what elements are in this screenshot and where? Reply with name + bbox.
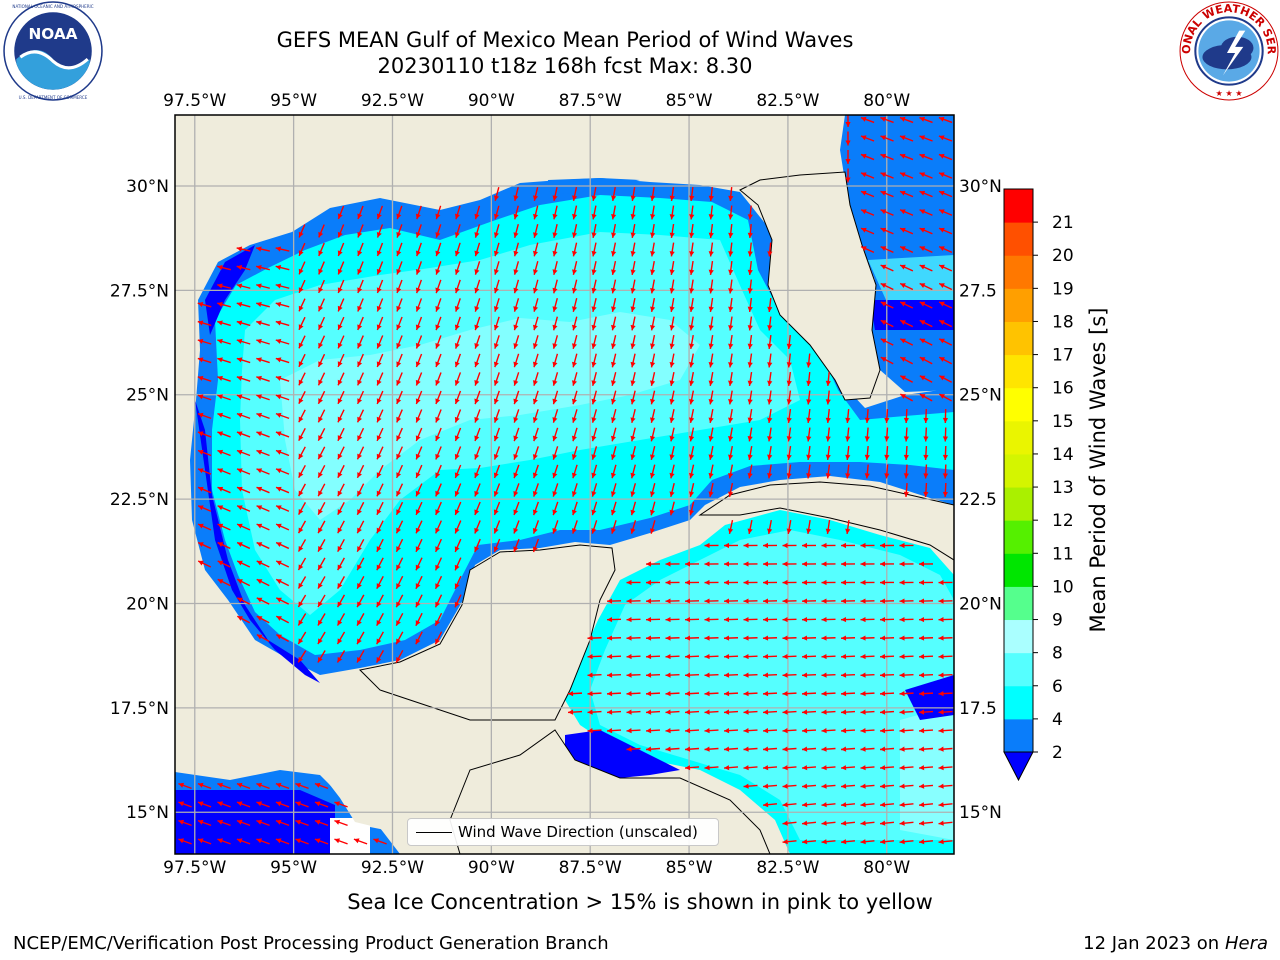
lon-tick-label-bottom: 80°W xyxy=(863,858,910,878)
colorbar-tick-label: 19 xyxy=(1052,279,1074,299)
colorbar-segment xyxy=(1004,653,1033,687)
lon-tick-label-bottom: 85°W xyxy=(666,858,713,878)
colorbar-tick-label: 16 xyxy=(1052,379,1074,399)
lat-tick-label-left: 17.5°N xyxy=(110,699,169,719)
lon-tick-label-bottom: 82.5°W xyxy=(756,858,819,878)
map-legend: Wind Wave Direction (unscaled) xyxy=(407,818,719,846)
lon-tick-label-bottom: 90°W xyxy=(468,858,515,878)
colorbar: 2 4 6 8 9 10 11 12 13 14 15 16 17 18 19 20 21 xyxy=(1004,189,1074,780)
lat-tick-label-left: 25°N xyxy=(126,386,169,406)
colorbar-tick-label: 2 xyxy=(1052,743,1063,763)
legend-line-sample xyxy=(416,832,452,833)
colorbar-tick-label: 17 xyxy=(1052,346,1074,366)
colorbar-tick-label: 20 xyxy=(1052,246,1074,266)
lat-tick-label-right: 25°N xyxy=(959,386,1002,406)
lon-tick-label-top: 85°W xyxy=(666,91,713,111)
lon-tick-label-top: 92.5°W xyxy=(361,91,424,111)
lat-tick-label-left: 20°N xyxy=(126,594,169,614)
footer-credit: NCEP/EMC/Verification Post Processing Pr… xyxy=(13,933,609,954)
lat-tick-label-left: 15°N xyxy=(126,803,169,823)
colorbar-segment xyxy=(1004,388,1033,422)
lon-tick-label-top: 95°W xyxy=(270,91,317,111)
colorbar-tick-label: 8 xyxy=(1052,644,1063,664)
colorbar-tick-label: 18 xyxy=(1052,312,1074,332)
lat-tick-label-right: 30°N xyxy=(959,177,1002,197)
lat-tick-label-right: 22.5 xyxy=(959,490,997,510)
lon-tick-label-bottom: 97.5°W xyxy=(163,858,226,878)
colorbar-segment xyxy=(1004,719,1033,753)
lon-tick-label-bottom: 95°W xyxy=(270,858,317,878)
footer-date-text: 12 Jan 2023 on xyxy=(1083,933,1219,954)
colorbar-segment xyxy=(1004,586,1033,620)
colorbar-segment xyxy=(1004,686,1033,720)
lat-tick-label-right: 15°N xyxy=(959,803,1002,823)
footer-host: Hera xyxy=(1225,933,1268,954)
colorbar-tick-label: 14 xyxy=(1052,445,1074,465)
colorbar-segment xyxy=(1004,189,1033,223)
colorbar-segment xyxy=(1004,520,1033,554)
lon-tick-label-top: 80°W xyxy=(863,91,910,111)
colorbar-tick-label: 11 xyxy=(1052,544,1074,564)
lat-tick-label-left: 30°N xyxy=(126,177,169,197)
colorbar-tick-label: 15 xyxy=(1052,412,1074,432)
colorbar-tick-label: 9 xyxy=(1052,611,1063,631)
colorbar-tick-label: 21 xyxy=(1052,213,1074,233)
legend-label: Wind Wave Direction (unscaled) xyxy=(458,823,698,841)
colorbar-segment xyxy=(1004,255,1033,289)
colorbar-under-arrow xyxy=(1004,752,1033,780)
lon-tick-label-bottom: 87.5°W xyxy=(559,858,622,878)
colorbar-segment xyxy=(1004,553,1033,587)
lon-tick-label-top: 90°W xyxy=(468,91,515,111)
lat-tick-label-left: 22.5°N xyxy=(110,490,169,510)
colorbar-tick-label: 4 xyxy=(1052,710,1063,730)
lat-tick-label-right: 17.5 xyxy=(959,699,997,719)
colorbar-segment xyxy=(1004,321,1033,355)
lon-tick-label-top: 82.5°W xyxy=(756,91,819,111)
colorbar-segment xyxy=(1004,421,1033,455)
colorbar-segment xyxy=(1004,222,1033,256)
lat-tick-label-left: 27.5°N xyxy=(110,281,169,301)
lat-tick-label-right: 27.5 xyxy=(959,281,997,301)
lon-tick-label-top: 97.5°W xyxy=(163,91,226,111)
colorbar-segment xyxy=(1004,454,1033,488)
colorbar-segment xyxy=(1004,355,1033,389)
colorbar-segment xyxy=(1004,487,1033,521)
footer-date: 12 Jan 2023 on Hera xyxy=(1083,933,1268,954)
colorbar-tick-label: 12 xyxy=(1052,511,1074,531)
colorbar-tick-label: 13 xyxy=(1052,478,1074,498)
colorbar-tick-label: 10 xyxy=(1052,577,1074,597)
colorbar-segment xyxy=(1004,620,1033,654)
colorbar-label: Mean Period of Wind Waves [s] xyxy=(1086,308,1110,633)
colorbar-segment xyxy=(1004,288,1033,322)
sea-ice-caption: Sea Ice Concentration > 15% is shown in … xyxy=(0,890,1280,914)
colorbar-tick-label: 6 xyxy=(1052,677,1063,697)
lon-tick-label-top: 87.5°W xyxy=(559,91,622,111)
lat-tick-label-right: 20°N xyxy=(959,594,1002,614)
lon-tick-label-bottom: 92.5°W xyxy=(361,858,424,878)
